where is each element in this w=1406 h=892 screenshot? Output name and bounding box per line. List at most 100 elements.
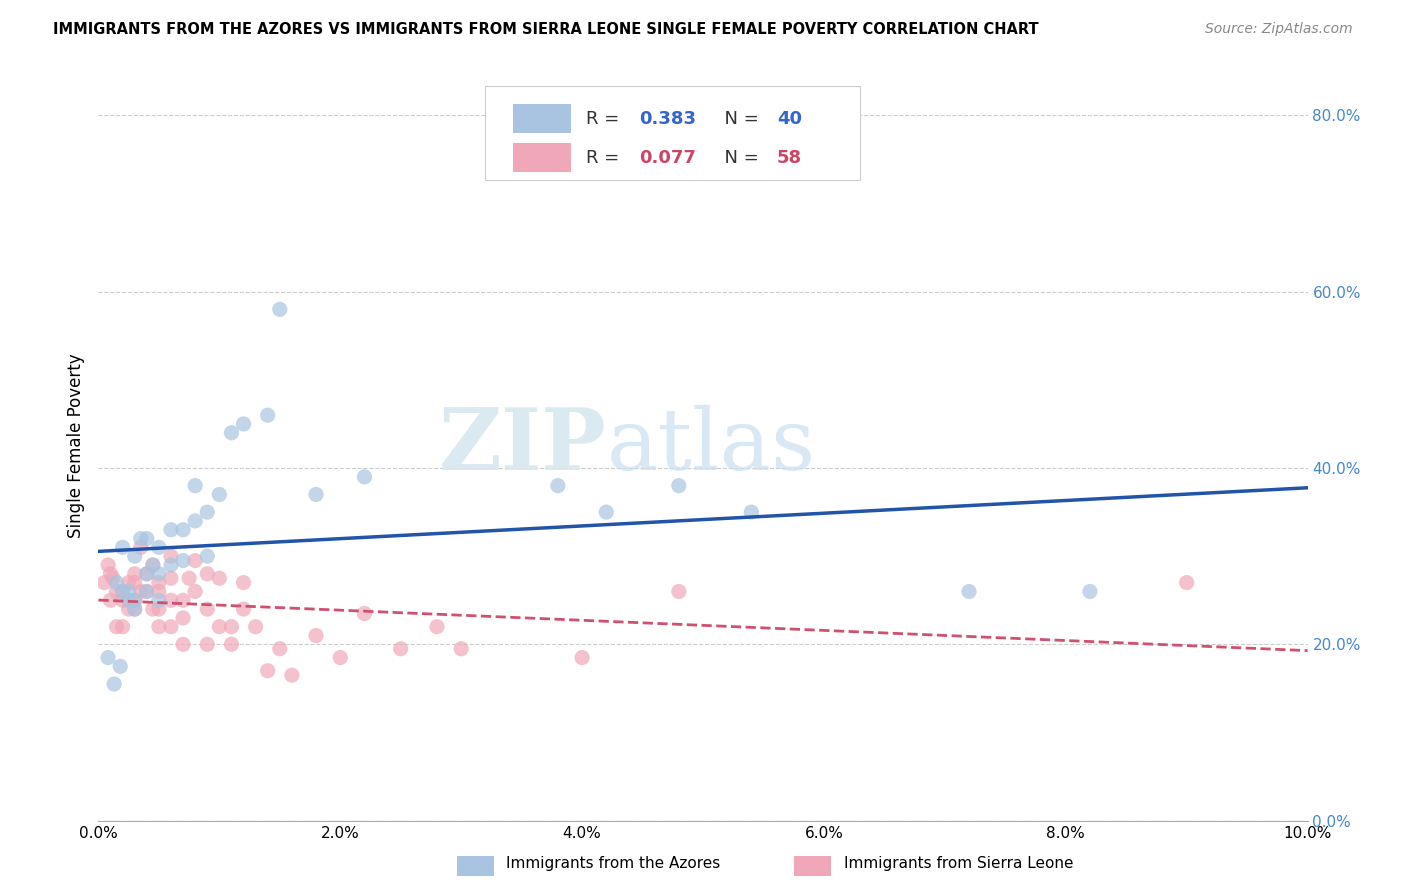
Point	[232, 602, 254, 616]
Point	[124, 575, 146, 590]
Point	[124, 566, 146, 581]
Point	[129, 541, 152, 555]
Point	[221, 425, 243, 440]
Point	[571, 650, 593, 665]
Text: Immigrants from the Azores: Immigrants from the Azores	[506, 856, 720, 871]
Bar	[513, 144, 571, 172]
Point	[142, 558, 165, 572]
Point	[93, 575, 115, 590]
Point	[353, 607, 375, 621]
Point	[97, 558, 120, 572]
Y-axis label: Single Female Poverty: Single Female Poverty	[66, 354, 84, 538]
Point	[172, 611, 194, 625]
Point	[1175, 575, 1198, 590]
Point	[450, 641, 472, 656]
Point	[184, 514, 207, 528]
Point	[172, 523, 194, 537]
Point	[160, 593, 183, 607]
Point	[184, 584, 207, 599]
Point	[118, 584, 141, 599]
Point	[101, 571, 124, 585]
Point	[184, 478, 207, 492]
Text: 0.383: 0.383	[638, 110, 696, 128]
Text: 0.077: 0.077	[638, 149, 696, 167]
Point	[426, 620, 449, 634]
Point	[124, 602, 146, 616]
Point	[103, 677, 125, 691]
Point	[256, 408, 278, 422]
Point	[269, 641, 291, 656]
Point	[195, 602, 218, 616]
Point	[221, 620, 243, 634]
Text: R =: R =	[586, 149, 624, 167]
Point	[142, 602, 165, 616]
Point	[353, 470, 375, 484]
Point	[100, 566, 122, 581]
Point	[245, 620, 267, 634]
Point	[148, 566, 170, 581]
Point	[118, 575, 141, 590]
Point	[105, 575, 128, 590]
Point	[124, 602, 146, 616]
Point	[195, 566, 218, 581]
Point	[232, 417, 254, 431]
Point	[118, 593, 141, 607]
Point	[111, 593, 134, 607]
Text: N =: N =	[713, 110, 765, 128]
Text: 40: 40	[776, 110, 801, 128]
Point	[269, 302, 291, 317]
Bar	[513, 104, 571, 133]
Point	[160, 523, 183, 537]
Point	[595, 505, 617, 519]
Point	[281, 668, 304, 682]
Point	[195, 637, 218, 651]
Point	[135, 566, 157, 581]
Point	[148, 584, 170, 599]
Point	[172, 593, 194, 607]
Point	[100, 593, 122, 607]
Point	[547, 478, 569, 492]
Point	[195, 505, 218, 519]
Point	[148, 575, 170, 590]
Point	[184, 553, 207, 567]
Point	[105, 620, 128, 634]
Text: ZIP: ZIP	[439, 404, 606, 488]
Point	[129, 584, 152, 599]
Point	[221, 637, 243, 651]
Point	[389, 641, 412, 656]
Point	[160, 549, 183, 564]
Point	[740, 505, 762, 519]
Point	[256, 664, 278, 678]
Point	[160, 558, 183, 572]
Point	[111, 541, 134, 555]
Point	[129, 532, 152, 546]
Point	[668, 478, 690, 492]
Point	[124, 593, 146, 607]
Text: N =: N =	[713, 149, 765, 167]
Text: IMMIGRANTS FROM THE AZORES VS IMMIGRANTS FROM SIERRA LEONE SINGLE FEMALE POVERTY: IMMIGRANTS FROM THE AZORES VS IMMIGRANTS…	[53, 22, 1039, 37]
Text: Source: ZipAtlas.com: Source: ZipAtlas.com	[1205, 22, 1353, 37]
Text: Immigrants from Sierra Leone: Immigrants from Sierra Leone	[844, 856, 1073, 871]
Point	[172, 637, 194, 651]
Point	[195, 549, 218, 564]
Point	[135, 532, 157, 546]
Point	[160, 571, 183, 585]
Point	[208, 487, 231, 501]
Point	[668, 584, 690, 599]
Point	[957, 584, 980, 599]
Point	[208, 620, 231, 634]
Point	[232, 575, 254, 590]
Point	[329, 650, 352, 665]
Point	[108, 659, 131, 673]
Point	[111, 584, 134, 599]
Point	[179, 571, 201, 585]
Point	[111, 584, 134, 599]
Point	[135, 584, 157, 599]
Text: 58: 58	[776, 149, 801, 167]
Point	[142, 558, 165, 572]
Point	[148, 593, 170, 607]
Point	[148, 620, 170, 634]
Point	[105, 584, 128, 599]
Point	[135, 584, 157, 599]
Point	[97, 650, 120, 665]
